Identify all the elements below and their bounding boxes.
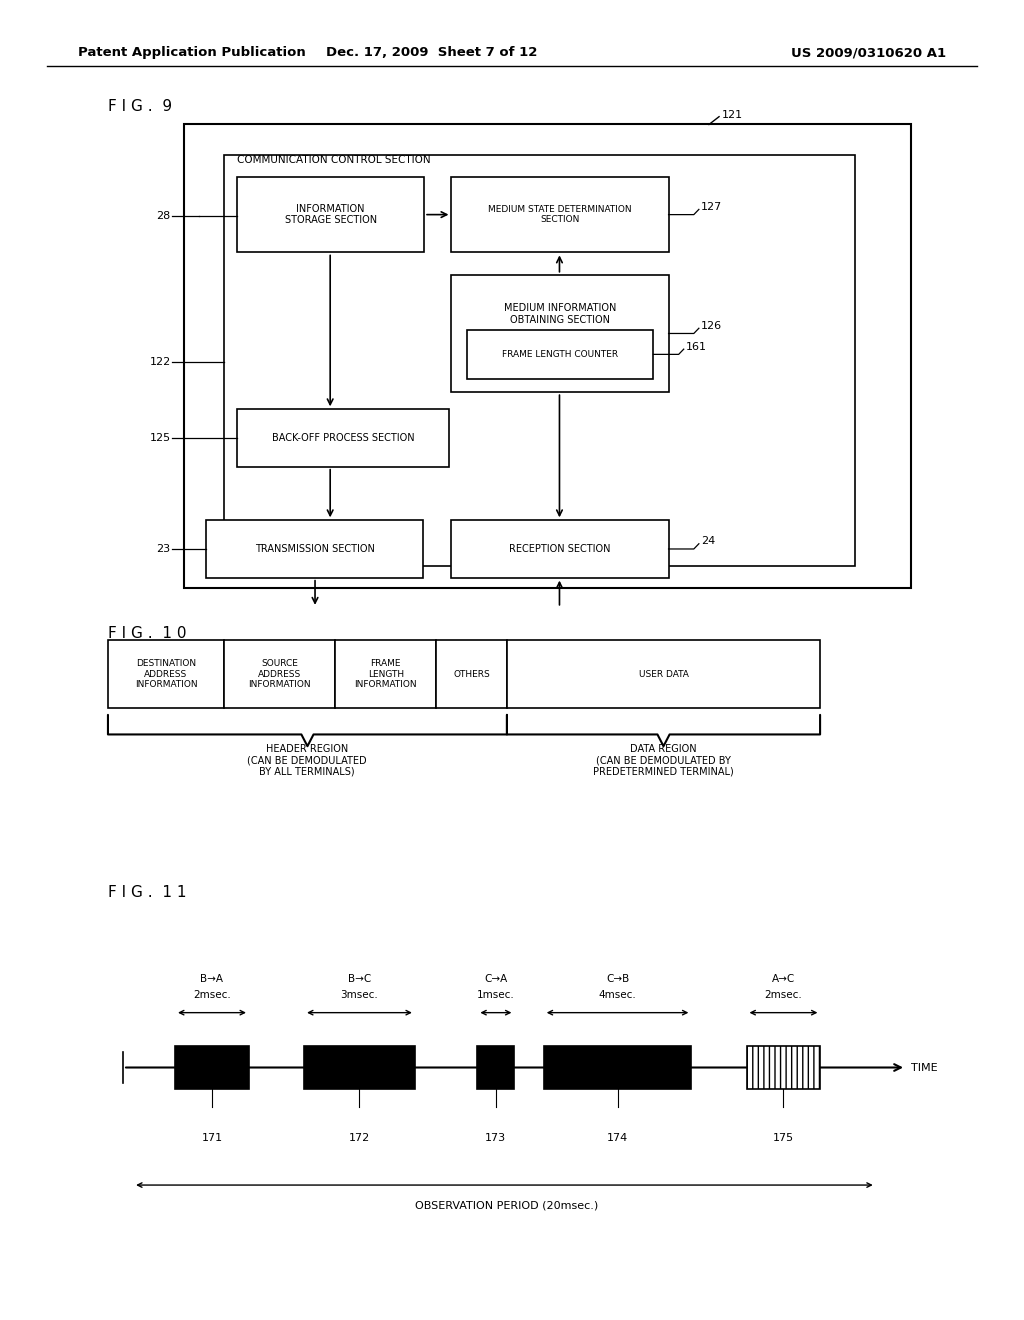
Text: 171: 171: [202, 1133, 222, 1143]
Bar: [544, 1045, 691, 1089]
Text: 174: 174: [607, 1133, 628, 1143]
Text: TRANSMISSION SECTION: TRANSMISSION SECTION: [255, 544, 375, 554]
Text: HEADER REGION
(CAN BE DEMODULATED
BY ALL TERMINALS): HEADER REGION (CAN BE DEMODULATED BY ALL…: [247, 743, 367, 776]
Text: 28: 28: [157, 211, 171, 220]
Text: OTHERS: OTHERS: [454, 669, 489, 678]
Text: 172: 172: [349, 1133, 370, 1143]
Text: USER DATA: USER DATA: [639, 669, 688, 678]
Text: OBSERVATION PERIOD (20msec.): OBSERVATION PERIOD (20msec.): [416, 1201, 599, 1210]
Text: 1msec.: 1msec.: [477, 990, 515, 999]
Text: US 2009/0310620 A1: US 2009/0310620 A1: [792, 46, 946, 59]
Text: 175: 175: [773, 1133, 794, 1143]
Bar: [477, 1045, 514, 1089]
Text: 121: 121: [722, 111, 743, 120]
Text: 23: 23: [157, 544, 171, 554]
Text: 24: 24: [700, 536, 715, 546]
Text: Dec. 17, 2009  Sheet 7 of 12: Dec. 17, 2009 Sheet 7 of 12: [326, 46, 537, 59]
Text: F I G .  1 0: F I G . 1 0: [108, 627, 186, 642]
Bar: [335, 640, 436, 709]
Text: INFORMATION
STORAGE SECTION: INFORMATION STORAGE SECTION: [285, 203, 377, 226]
Bar: [467, 330, 653, 379]
Text: DESTINATION
ADDRESS
INFORMATION: DESTINATION ADDRESS INFORMATION: [135, 660, 198, 689]
Text: 2msec.: 2msec.: [194, 990, 230, 999]
Text: C→A: C→A: [484, 974, 508, 983]
Text: 125: 125: [150, 433, 171, 444]
Text: SOURCE
ADDRESS
INFORMATION: SOURCE ADDRESS INFORMATION: [249, 660, 311, 689]
Bar: [108, 640, 224, 709]
Bar: [238, 409, 450, 467]
Bar: [452, 275, 669, 392]
Text: A→C: A→C: [772, 974, 795, 983]
Bar: [507, 640, 820, 709]
Bar: [452, 520, 669, 578]
Text: B→C: B→C: [348, 974, 371, 983]
Text: 4msec.: 4msec.: [599, 990, 637, 999]
Text: TIME: TIME: [911, 1063, 938, 1073]
Text: 122: 122: [150, 358, 171, 367]
Text: F I G .  1 1: F I G . 1 1: [108, 884, 186, 900]
Text: C→B: C→B: [606, 974, 629, 983]
Bar: [238, 177, 424, 252]
Bar: [304, 1045, 415, 1089]
Text: B→A: B→A: [201, 974, 223, 983]
Bar: [452, 177, 669, 252]
Text: FRAME LENGTH COUNTER: FRAME LENGTH COUNTER: [502, 350, 618, 359]
Bar: [224, 154, 855, 566]
Bar: [175, 1045, 249, 1089]
Text: F I G .  9: F I G . 9: [108, 99, 172, 114]
Text: FRAME
LENGTH
INFORMATION: FRAME LENGTH INFORMATION: [354, 660, 417, 689]
Bar: [746, 1045, 820, 1089]
Text: BACK-OFF PROCESS SECTION: BACK-OFF PROCESS SECTION: [272, 433, 415, 444]
Text: 127: 127: [700, 202, 722, 211]
Text: 161: 161: [686, 342, 707, 351]
Bar: [224, 640, 335, 709]
Text: DATA REGION
(CAN BE DEMODULATED BY
PREDETERMINED TERMINAL): DATA REGION (CAN BE DEMODULATED BY PREDE…: [593, 743, 734, 776]
Text: 3msec.: 3msec.: [341, 990, 378, 999]
Text: Patent Application Publication: Patent Application Publication: [78, 46, 305, 59]
Text: 2msec.: 2msec.: [765, 990, 803, 999]
Text: MEDIUM INFORMATION
OBTAINING SECTION: MEDIUM INFORMATION OBTAINING SECTION: [504, 304, 616, 325]
Text: MEDIUM STATE DETERMINATION
SECTION: MEDIUM STATE DETERMINATION SECTION: [488, 205, 632, 224]
Text: 173: 173: [485, 1133, 507, 1143]
Bar: [436, 640, 507, 709]
Bar: [206, 520, 423, 578]
Bar: [183, 124, 911, 589]
Text: COMMUNICATION CONTROL SECTION: COMMUNICATION CONTROL SECTION: [238, 154, 431, 165]
Text: 126: 126: [700, 321, 722, 330]
Text: RECEPTION SECTION: RECEPTION SECTION: [509, 544, 610, 554]
